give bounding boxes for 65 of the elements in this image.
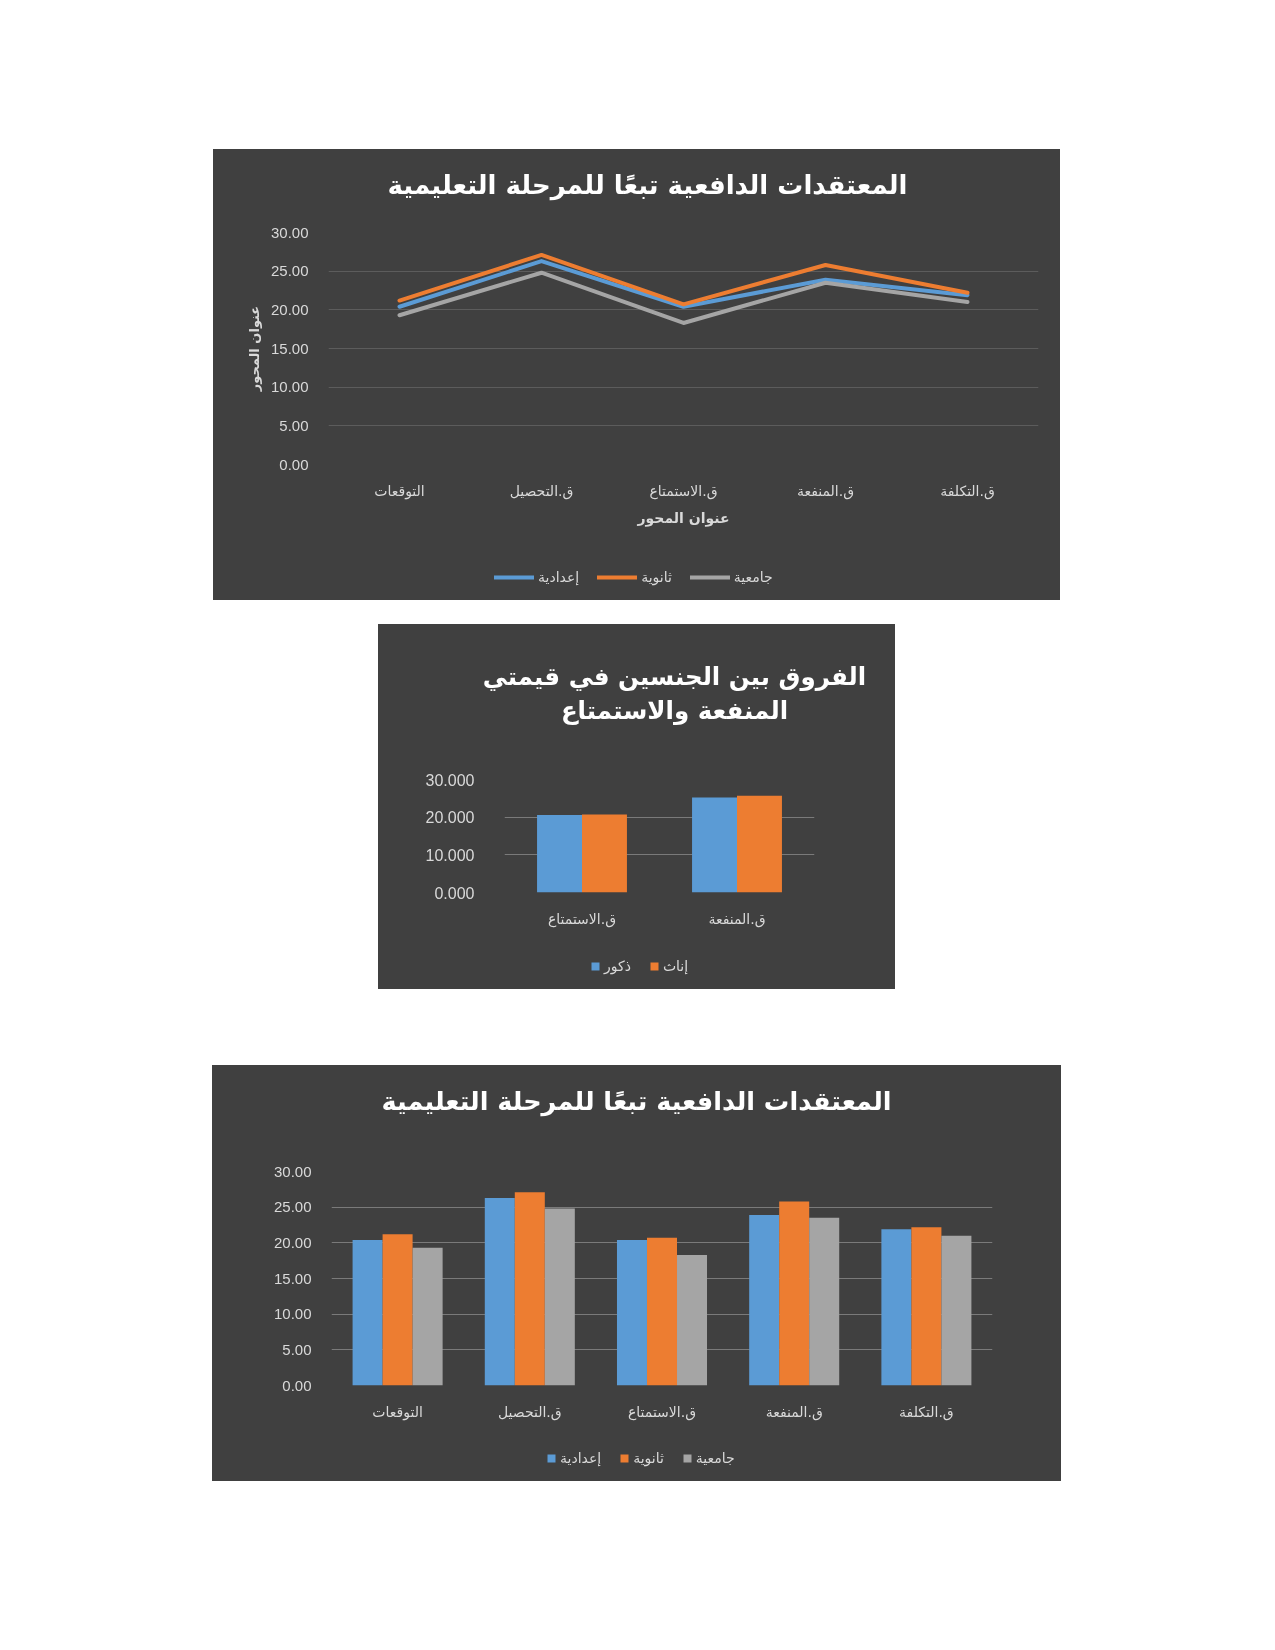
x-tick-label: ق.المنفعة	[708, 910, 766, 928]
legend-label: جامعية	[733, 569, 773, 585]
legend-label: جامعية	[695, 1450, 735, 1466]
x-tick-label: ق.الاستمتاع	[627, 1403, 697, 1421]
chart-title: المعتقدات الدافعية تبعًا للمرحلة التعليمية	[381, 1085, 892, 1117]
y-tick-label: 0.000	[434, 884, 475, 902]
bar	[582, 814, 627, 893]
line-series	[397, 270, 970, 325]
bar	[514, 1192, 545, 1386]
y-axis-title: عنوان المحور	[246, 305, 262, 393]
bar	[881, 1229, 912, 1386]
bar	[382, 1234, 413, 1386]
y-tick-label: 10.00	[273, 1305, 312, 1323]
bar	[352, 1239, 383, 1386]
x-tick-label: ق.المنفعة	[765, 1403, 823, 1421]
legend-label: ثانوية	[641, 569, 672, 585]
bar	[692, 797, 737, 893]
x-tick-label: التوقعات	[372, 1403, 423, 1421]
bar	[544, 1208, 575, 1386]
y-tick-label: 25.00	[273, 1198, 312, 1216]
y-tick-label: 20.00	[270, 300, 309, 318]
chart-title: الفروق بين الجنسين في قيمتي المنفعة والاستمتاع	[482, 662, 867, 726]
x-tick-label: ق.الاستمتاع	[547, 910, 617, 928]
legend-label: إعدادية	[560, 1450, 602, 1466]
y-tick-label: 25.00	[270, 262, 309, 280]
bar	[484, 1197, 515, 1386]
bar	[677, 1254, 708, 1386]
line-series	[397, 259, 970, 309]
bar	[779, 1201, 810, 1386]
y-tick-label: 20.000	[425, 809, 475, 827]
legend-label: ثانوية	[633, 1450, 664, 1466]
y-tick-label: 0.00	[282, 1376, 312, 1394]
y-tick-label: 10.000	[425, 846, 475, 864]
y-tick-label: 20.00	[273, 1233, 312, 1251]
x-tick-label: ق.التكلفة	[899, 1403, 954, 1421]
y-tick-label: 30.00	[273, 1162, 312, 1180]
x-tick-label: ق.المنفعة	[796, 482, 855, 500]
y-tick-label: 30.00	[270, 223, 309, 241]
y-tick-label: 15.00	[273, 1269, 312, 1287]
x-tick-label: التوقعات	[374, 482, 425, 500]
legend-label: ذكور	[604, 958, 631, 974]
bar	[616, 1239, 647, 1386]
bar	[911, 1227, 942, 1386]
y-tick-label: 15.00	[270, 339, 309, 357]
x-tick-label: ق.التحصيل	[497, 1403, 562, 1421]
x-tick-label: ق.الاستمتاع	[649, 482, 718, 500]
y-tick-label: 5.00	[282, 1340, 312, 1358]
bar	[809, 1217, 840, 1386]
chart-title: المعتقدات الدافعية تبعًا للمرحلة التعليمية	[387, 169, 908, 201]
bar	[412, 1247, 443, 1386]
bar	[941, 1235, 972, 1386]
y-tick-label: 5.00	[279, 416, 309, 434]
bar	[737, 795, 782, 893]
line-series	[397, 252, 970, 307]
bar	[647, 1237, 677, 1386]
x-axis-title: عنوان المحور	[636, 509, 730, 527]
bar	[537, 814, 582, 893]
y-tick-label: 30.000	[425, 771, 475, 789]
bar	[749, 1215, 780, 1386]
legend-label: إعدادية	[538, 569, 580, 585]
x-tick-label: ق.التكلفة	[940, 482, 995, 500]
x-tick-label: ق.التحصيل	[509, 482, 574, 500]
y-tick-label: 0.00	[279, 455, 309, 473]
y-tick-label: 10.00	[270, 378, 309, 396]
legend-label: إناث	[662, 958, 689, 974]
